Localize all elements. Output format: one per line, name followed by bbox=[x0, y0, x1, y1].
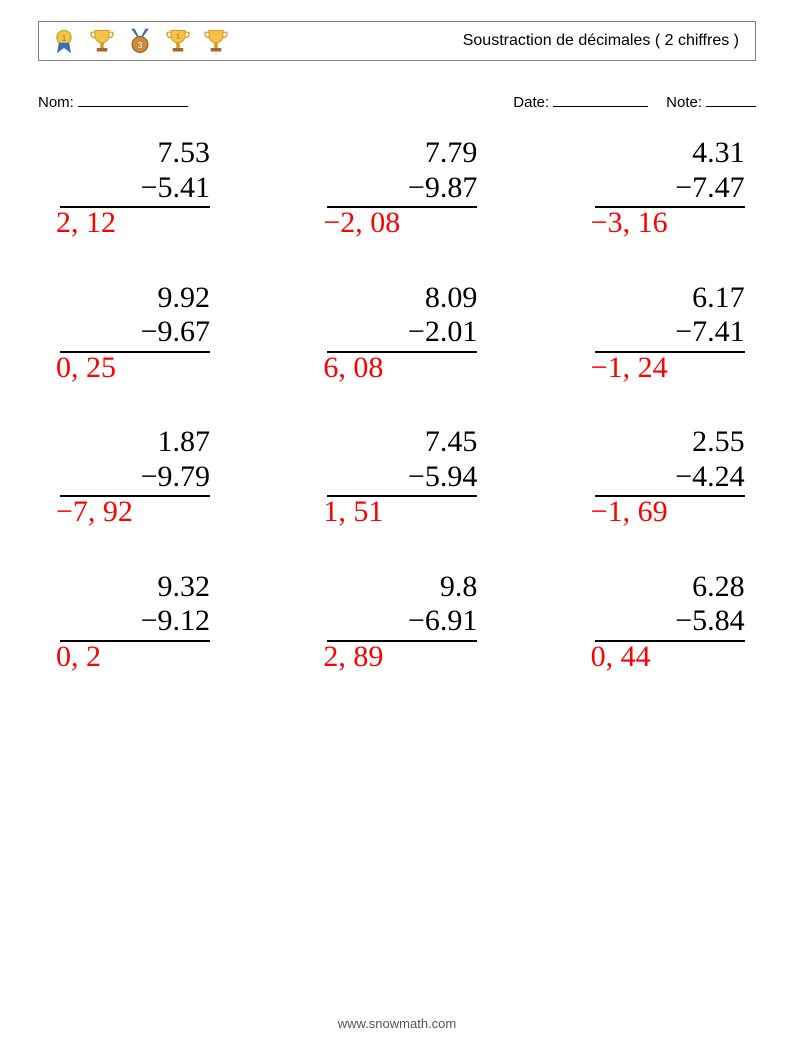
minuend: 6.28 bbox=[595, 570, 745, 605]
answer: −1, 69 bbox=[591, 495, 745, 530]
subtrahend: −6.91 bbox=[327, 604, 477, 642]
trophy-icon: 1 bbox=[163, 26, 193, 56]
answer: −3, 16 bbox=[591, 206, 745, 241]
subtraction-problem: 7.45−5.941, 51 bbox=[327, 425, 477, 530]
subtrahend: −9.12 bbox=[60, 604, 210, 642]
name-label: Nom: bbox=[38, 94, 74, 111]
subtrahend: −9.87 bbox=[327, 171, 477, 209]
info-right: Date: Note: bbox=[513, 92, 756, 111]
answer: −7, 92 bbox=[56, 495, 210, 530]
name-field: Nom: bbox=[38, 92, 188, 111]
svg-text:1: 1 bbox=[176, 33, 180, 40]
svg-text:3: 3 bbox=[138, 41, 143, 50]
worksheet-title: Soustraction de décimales ( 2 chiffres ) bbox=[463, 32, 745, 50]
minuend: 9.92 bbox=[60, 281, 210, 316]
name-blank bbox=[78, 92, 188, 107]
minuend: 1.87 bbox=[60, 425, 210, 460]
answer: −1, 24 bbox=[591, 351, 745, 386]
subtrahend: −2.01 bbox=[327, 315, 477, 353]
subtrahend: −5.41 bbox=[60, 171, 210, 209]
subtrahend: −9.67 bbox=[60, 315, 210, 353]
trophy-icon bbox=[87, 26, 117, 56]
subtraction-problem: 7.79−9.87−2, 08 bbox=[327, 136, 477, 241]
minuend: 9.32 bbox=[60, 570, 210, 605]
subtrahend: −5.94 bbox=[327, 460, 477, 498]
trophies-row: 1 3 bbox=[49, 26, 231, 56]
subtraction-problem: 6.28−5.840, 44 bbox=[595, 570, 745, 675]
minuend: 2.55 bbox=[595, 425, 745, 460]
minuend: 7.53 bbox=[60, 136, 210, 171]
note-label: Note: bbox=[666, 94, 702, 111]
note-blank bbox=[706, 92, 756, 107]
minuend: 9.8 bbox=[327, 570, 477, 605]
info-row: Nom: Date: Note: bbox=[38, 92, 756, 111]
header-bar: 1 3 bbox=[38, 21, 756, 61]
subtrahend: −4.24 bbox=[595, 460, 745, 498]
minuend: 7.45 bbox=[327, 425, 477, 460]
subtraction-problem: 4.31−7.47−3, 16 bbox=[595, 136, 745, 241]
medal-icon: 3 bbox=[125, 26, 155, 56]
footer-url: www.snowmath.com bbox=[0, 1016, 794, 1031]
minuend: 7.79 bbox=[327, 136, 477, 171]
svg-text:1: 1 bbox=[62, 34, 66, 43]
medal-icon: 1 bbox=[49, 26, 79, 56]
subtraction-problem: 9.8−6.912, 89 bbox=[327, 570, 477, 675]
subtraction-problem: 6.17−7.41−1, 24 bbox=[595, 281, 745, 386]
answer: −2, 08 bbox=[323, 206, 477, 241]
problems-grid: 7.53−5.412, 12 7.79−9.87−2, 08 4.31−7.47−3… bbox=[60, 136, 750, 674]
subtrahend: −7.47 bbox=[595, 171, 745, 209]
answer: 2, 89 bbox=[323, 640, 477, 675]
answer: 2, 12 bbox=[56, 206, 210, 241]
subtraction-problem: 2.55−4.24−1, 69 bbox=[595, 425, 745, 530]
subtraction-problem: 9.92−9.670, 25 bbox=[60, 281, 210, 386]
date-field: Date: bbox=[513, 92, 648, 111]
date-blank bbox=[553, 92, 648, 107]
answer: 0, 44 bbox=[591, 640, 745, 675]
note-field: Note: bbox=[666, 92, 756, 111]
subtrahend: −7.41 bbox=[595, 315, 745, 353]
date-label: Date: bbox=[513, 94, 549, 111]
subtrahend: −9.79 bbox=[60, 460, 210, 498]
answer: 0, 25 bbox=[56, 351, 210, 386]
trophy-icon bbox=[201, 26, 231, 56]
subtrahend: −5.84 bbox=[595, 604, 745, 642]
answer: 1, 51 bbox=[323, 495, 477, 530]
minuend: 4.31 bbox=[595, 136, 745, 171]
subtraction-problem: 7.53−5.412, 12 bbox=[60, 136, 210, 241]
answer: 0, 2 bbox=[56, 640, 210, 675]
subtraction-problem: 8.09−2.016, 08 bbox=[327, 281, 477, 386]
subtraction-problem: 9.32−9.120, 2 bbox=[60, 570, 210, 675]
minuend: 6.17 bbox=[595, 281, 745, 316]
answer: 6, 08 bbox=[323, 351, 477, 386]
worksheet-page: 1 3 bbox=[0, 0, 794, 1053]
minuend: 8.09 bbox=[327, 281, 477, 316]
subtraction-problem: 1.87−9.79−7, 92 bbox=[60, 425, 210, 530]
